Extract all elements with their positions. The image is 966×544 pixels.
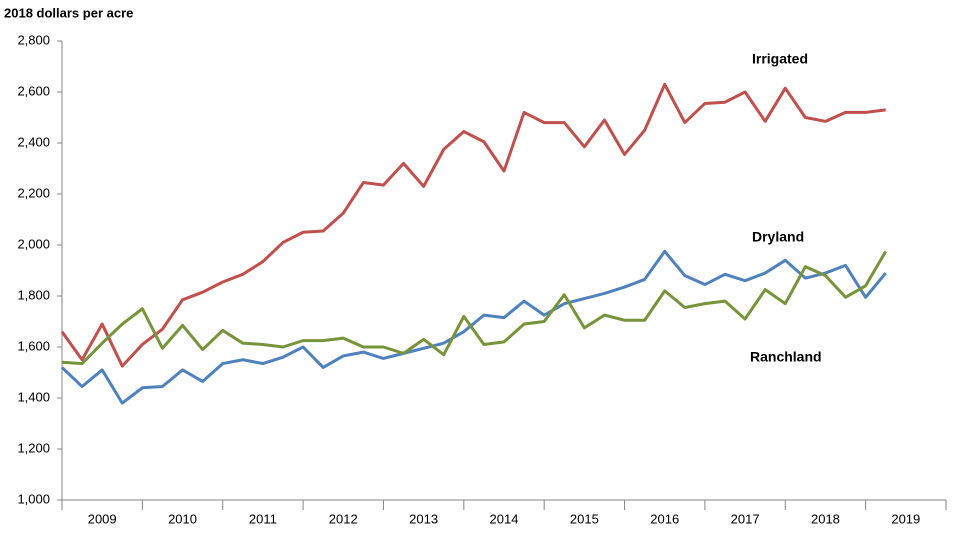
- series-label: Irrigated: [752, 51, 808, 67]
- y-tick-label: 2,800: [17, 32, 50, 47]
- x-tick-label: 2014: [490, 511, 519, 526]
- x-tick-label: 2015: [570, 511, 599, 526]
- y-tick-label: 2,200: [17, 185, 50, 200]
- x-tick-label: 2010: [168, 511, 197, 526]
- x-tick-label: 2017: [731, 511, 760, 526]
- series-line: [61, 250, 888, 366]
- x-tick-label: 2019: [891, 511, 920, 526]
- y-tick-label: 2,600: [17, 83, 50, 98]
- x-tick-label: 2018: [811, 511, 840, 526]
- series-line: [60, 249, 887, 405]
- y-tick-label: 1,000: [17, 491, 50, 506]
- x-tick-label: 2013: [409, 511, 438, 526]
- y-tick-label: 1,600: [17, 338, 50, 353]
- y-tick-label: 1,800: [17, 287, 50, 302]
- y-axis-label: 2018 dollars per acre: [4, 5, 133, 20]
- y-tick-label: 2,000: [17, 236, 50, 251]
- x-tick-label: 2009: [88, 511, 117, 526]
- series-label: Ranchland: [750, 349, 822, 365]
- y-tick-label: 1,200: [17, 440, 50, 455]
- x-tick-label: 2011: [249, 511, 277, 526]
- series-line: [60, 82, 886, 368]
- x-tick-label: 2016: [650, 511, 679, 526]
- y-tick-label: 2,400: [17, 134, 50, 149]
- series-label: Dryland: [752, 229, 804, 245]
- x-tick-label: 2012: [329, 511, 358, 526]
- y-tick-label: 1,400: [17, 389, 50, 404]
